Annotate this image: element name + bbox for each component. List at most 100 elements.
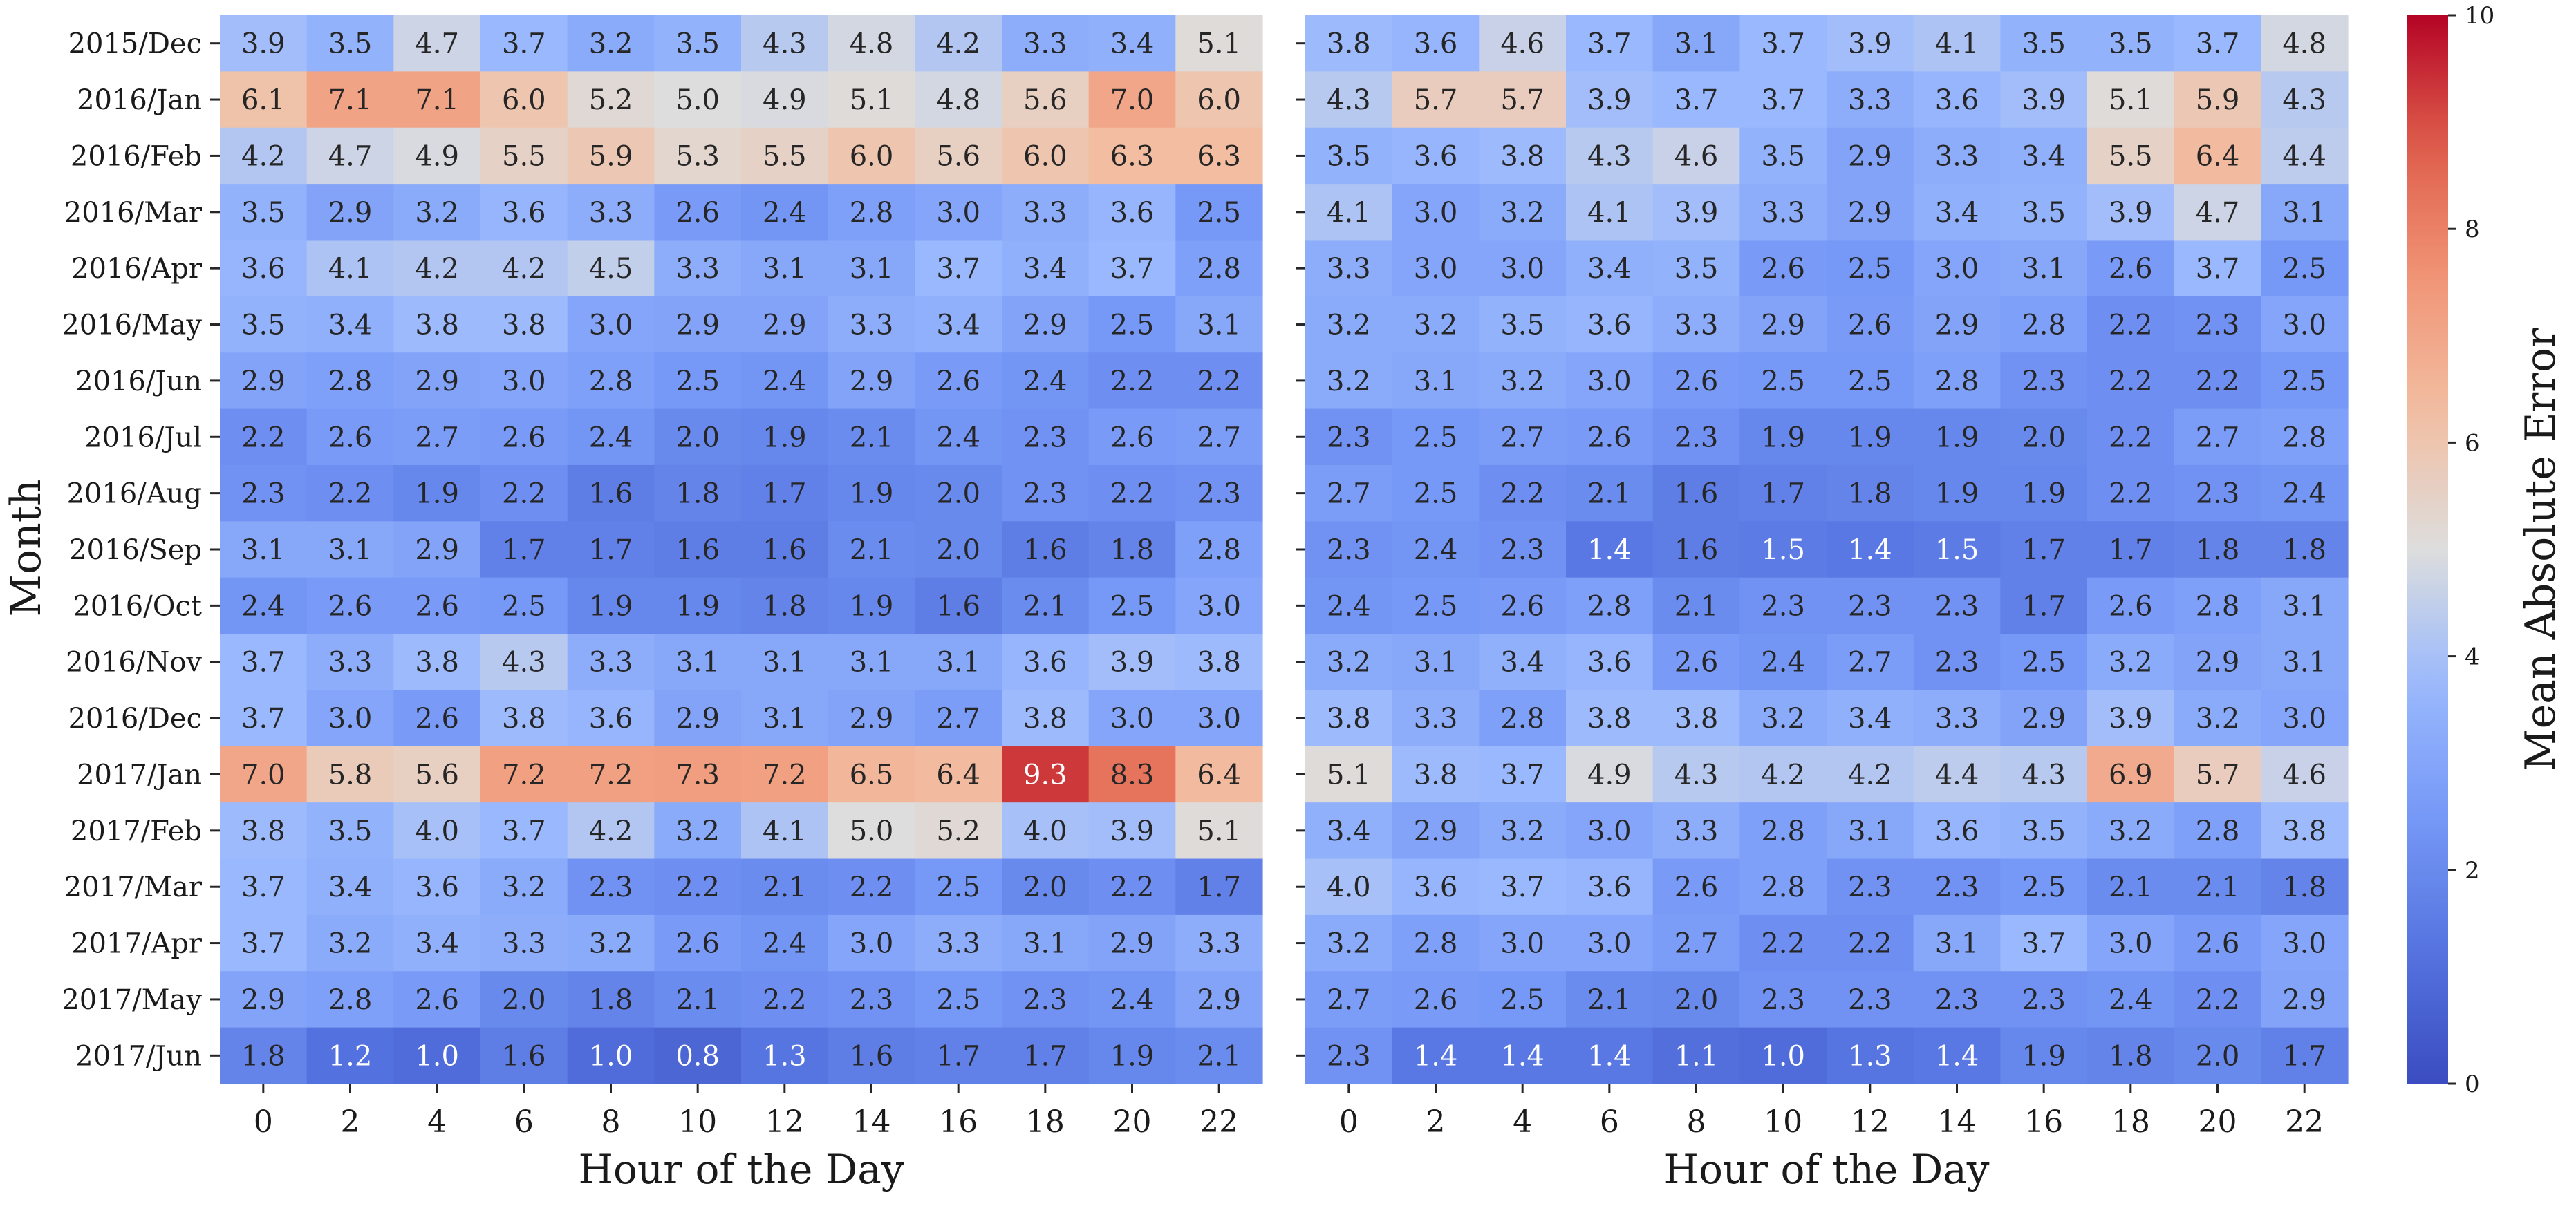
heatmap-cell: [306, 690, 394, 747]
cell-value-label: 5.5: [2109, 140, 2153, 172]
cell-value-label: 2.9: [1848, 197, 1892, 229]
heatmap-cell: [220, 690, 308, 747]
heatmap-cell: [1392, 240, 1480, 297]
heatmap-cell: [741, 15, 829, 72]
heatmap-cell: [220, 577, 308, 634]
heatmap-cell: [480, 127, 568, 185]
heatmap-cell: [1088, 184, 1176, 241]
cell-value-label: 2.7: [2196, 422, 2240, 453]
heatmap-cell: [2174, 184, 2261, 241]
heatmap-cell: [2000, 352, 2088, 410]
heatmap-cell: [306, 577, 394, 634]
cell-value-label: 1.0: [589, 1040, 633, 1072]
cell-value-label: 1.4: [1414, 1040, 1458, 1072]
cell-value-label: 4.3: [2022, 759, 2066, 791]
cell-value-label: 2.5: [2022, 871, 2066, 903]
heatmap-cell: [1913, 858, 2001, 916]
cell-value-label: 1.8: [241, 1040, 286, 1072]
heatmap-cell: [480, 71, 568, 129]
heatmap-cell: [2261, 15, 2349, 72]
heatmap-cell: [1088, 464, 1176, 522]
heatmap-cell: [306, 521, 394, 578]
heatmap-cell: [1088, 690, 1176, 747]
cell-value-label: 2.3: [1023, 422, 1067, 453]
heatmap-cell: [1175, 690, 1263, 747]
cell-value-label: 3.0: [1587, 928, 1632, 960]
cell-value-label: 3.1: [850, 647, 894, 679]
x-tick-label: 6: [514, 1104, 534, 1140]
cell-value-label: 3.6: [1587, 871, 1632, 903]
cell-value-label: 5.6: [1023, 84, 1067, 116]
heatmap-cell: [1175, 802, 1263, 860]
cell-value-label: 3.5: [2022, 197, 2066, 229]
heatmap-cell: [480, 240, 568, 297]
heatmap-cell: [2087, 240, 2175, 297]
cell-value-label: 2.8: [2196, 816, 2240, 847]
heatmap-cell: [1002, 15, 1090, 72]
heatmap-cell: [828, 971, 915, 1028]
heatmap-cell: [480, 690, 568, 747]
cell-value-label: 2.7: [415, 422, 459, 453]
cell-value-label: 2.8: [1414, 928, 1458, 960]
heatmap-cell: [567, 408, 655, 466]
cell-value-label: 3.2: [2109, 816, 2153, 847]
cell-value-label: 2.8: [1197, 534, 1241, 566]
cell-value-label: 5.5: [763, 140, 807, 172]
heatmap-cell: [1479, 634, 1567, 691]
heatmap-cell: [2087, 296, 2175, 353]
heatmap-cell: [567, 1027, 655, 1084]
heatmap-cell: [1088, 408, 1176, 466]
heatmap-cell: [1088, 352, 1176, 410]
heatmap-cell: [2261, 577, 2349, 634]
heatmap-cell: [1652, 15, 1740, 72]
heatmap-cell: [1088, 296, 1176, 353]
cell-value-label: 3.7: [241, 871, 286, 903]
heatmap-cell: [1392, 971, 1480, 1028]
cell-value-label: 3.3: [589, 197, 633, 229]
cell-value-label: 3.2: [1327, 647, 1371, 679]
y-tick-label: 2016/Jun: [75, 366, 202, 397]
cell-value-label: 3.5: [1327, 140, 1371, 172]
heatmap-cell: [1088, 240, 1176, 297]
cell-value-label: 3.6: [1935, 816, 1979, 847]
cell-value-label: 2.4: [589, 422, 633, 453]
x-tick-label: 8: [601, 1104, 621, 1140]
cell-value-label: 1.9: [589, 590, 633, 622]
heatmap-cell: [393, 127, 481, 185]
heatmap-cell: [1827, 746, 1914, 803]
heatmap-cell: [306, 858, 394, 916]
cell-value-label: 2.2: [1761, 928, 1805, 960]
cell-value-label: 3.1: [675, 647, 720, 679]
cell-value-label: 4.2: [502, 253, 546, 285]
heatmap-cell: [2000, 127, 2088, 185]
heatmap-cell: [828, 634, 915, 691]
heatmap-cell: [480, 184, 568, 241]
heatmap-cell: [1479, 746, 1567, 803]
cell-value-label: 2.9: [2282, 984, 2326, 1016]
y-tick-label: 2016/Sep: [69, 534, 202, 566]
cell-value-label: 1.6: [936, 590, 980, 622]
heatmap-cell: [1479, 464, 1567, 522]
heatmap-cell: [915, 690, 1002, 747]
heatmap-cell: [2261, 408, 2349, 466]
heatmap-cell: [2087, 352, 2175, 410]
heatmap-cell: [567, 690, 655, 747]
heatmap-cell: [480, 914, 568, 972]
y-tick-label: 2016/Dec: [68, 703, 202, 735]
heatmap-cell: [1827, 240, 1914, 297]
heatmap-cell: [1305, 464, 1393, 522]
heatmap-cell: [1913, 802, 2001, 860]
heatmap-cell: [1652, 914, 1740, 972]
heatmap-cell: [1392, 690, 1480, 747]
heatmap-cell: [1392, 184, 1480, 241]
cell-value-label: 2.9: [241, 984, 286, 1016]
cell-value-label: 3.2: [1327, 310, 1371, 341]
cell-value-label: 3.4: [1023, 253, 1067, 285]
cell-value-label: 1.6: [589, 478, 633, 510]
cell-value-label: 8.3: [1110, 759, 1155, 791]
heatmap-cell: [2174, 296, 2261, 353]
cell-value-label: 6.5: [850, 759, 894, 791]
heatmap-cell: [2174, 634, 2261, 691]
y-tick-label: 2016/Jul: [84, 422, 202, 453]
cell-value-label: 2.8: [1935, 366, 1979, 397]
